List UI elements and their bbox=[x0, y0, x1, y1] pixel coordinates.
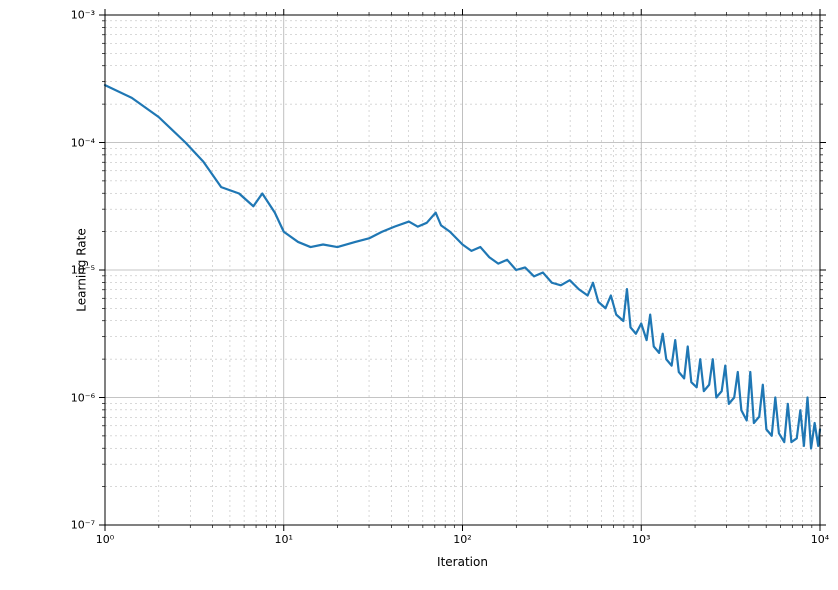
figure: Iteration Learning Rate 10⁰10¹10²10³10⁴1… bbox=[0, 0, 838, 590]
y-tick-label: 10⁻⁵ bbox=[71, 264, 95, 277]
x-tick-label: 10⁴ bbox=[811, 533, 829, 546]
y-tick-label: 10⁻⁶ bbox=[71, 391, 95, 404]
x-tick-label: 10⁰ bbox=[96, 533, 114, 546]
x-axis-label: Iteration bbox=[437, 555, 488, 569]
x-tick-label: 10¹ bbox=[275, 533, 293, 546]
y-tick-label: 10⁻⁴ bbox=[71, 136, 95, 149]
chart-svg bbox=[105, 15, 820, 525]
chart-axes: Iteration Learning Rate 10⁰10¹10²10³10⁴1… bbox=[105, 15, 820, 525]
y-tick-label: 10⁻⁷ bbox=[71, 519, 95, 532]
y-tick-label: 10⁻³ bbox=[71, 9, 95, 22]
x-tick-label: 10² bbox=[453, 533, 471, 546]
x-tick-label: 10³ bbox=[632, 533, 650, 546]
